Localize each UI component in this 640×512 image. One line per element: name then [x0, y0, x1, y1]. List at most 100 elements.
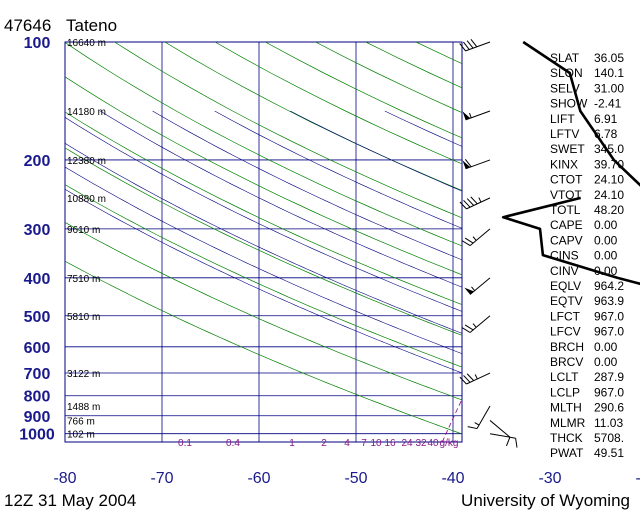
index-value: 0.00	[594, 233, 618, 247]
pressure-tick-label: 300	[24, 222, 51, 239]
dry-adiabat	[65, 111, 462, 306]
index-name: PWAT	[550, 446, 584, 460]
plot-frame	[64, 41, 463, 443]
index-value: 39.70	[594, 157, 624, 171]
height-label: 12380 m	[67, 156, 106, 167]
wind-barb-flag	[459, 201, 467, 210]
index-name: LFTV	[550, 127, 579, 141]
index-value: 140.1	[594, 66, 624, 80]
index-value: 967.0	[594, 325, 624, 339]
credit-text: University of Wyoming	[461, 491, 630, 510]
pressure-tick-label: 1000	[19, 427, 55, 444]
index-name: SHOW	[550, 97, 588, 111]
index-value: 967.0	[594, 385, 624, 399]
index-value: 967.0	[594, 309, 624, 323]
wind-barb	[459, 39, 491, 52]
mixing-ratio-label: g/kg	[440, 438, 459, 449]
index-name: VTOT	[550, 188, 582, 202]
index-name: SELV	[550, 81, 580, 95]
wind-barb-staff	[466, 372, 491, 385]
mixing-ratio-label: 1	[289, 438, 295, 449]
index-value: 24.10	[594, 173, 624, 187]
height-label: 5810 m	[67, 312, 100, 323]
wind-barb-flag	[515, 438, 518, 448]
wind-barb	[462, 110, 491, 121]
height-label: 3122 m	[67, 369, 100, 380]
index-name: BRCV	[550, 355, 583, 369]
index-name: LFCV	[550, 325, 581, 339]
wind-barb	[461, 315, 491, 333]
index-name: CINV	[550, 264, 579, 278]
mixing-ratio-label: 10	[370, 438, 382, 449]
wind-barb-flag	[463, 375, 471, 383]
observation-time: 12Z 31 May 2004	[4, 491, 136, 510]
wind-barb	[467, 405, 491, 430]
mixing-ratio-label: 24	[401, 438, 413, 449]
wind-barb-halfflag	[474, 422, 480, 426]
wind-barb-staff	[469, 315, 491, 333]
stability-index-table: SLAT 36.05 SLON 140.1 SELV 31.00 SHOW -2.41 LIFT…	[550, 51, 624, 460]
wind-barb	[464, 277, 491, 295]
mixing-ratio-line	[441, 398, 462, 442]
dry-adiabat	[65, 184, 462, 368]
index-value: 49.51	[594, 446, 624, 460]
index-name: EQLV	[550, 279, 581, 293]
temperature-tick-label: -60	[247, 470, 270, 487]
moist-adiabat	[65, 142, 462, 334]
temperature-tick-label: -20	[635, 470, 640, 487]
index-name: SLAT	[550, 51, 580, 65]
height-label: 14180 m	[67, 107, 106, 118]
temperature-tick-label: -30	[538, 470, 561, 487]
index-value: 345.0	[594, 142, 624, 156]
index-value: 36.05	[594, 51, 624, 65]
temperature-profile-line	[522, 40, 640, 187]
pressure-tick-label: 900	[24, 409, 51, 426]
wind-barb-flag	[459, 43, 466, 52]
index-value: 6.78	[594, 127, 618, 141]
wind-barb-flag	[463, 41, 470, 50]
wind-barb-halfflag	[472, 236, 477, 241]
index-value: 11.03	[594, 416, 623, 430]
wind-barb-flag	[466, 198, 475, 206]
wind-barb	[462, 159, 491, 170]
index-name: CINS	[550, 249, 579, 263]
mixing-ratio-label: 2	[321, 438, 327, 449]
moist-adiabat	[290, 110, 462, 192]
wind-barb	[459, 196, 491, 210]
wind-barb-halfflag	[474, 374, 478, 380]
moist-adiabat	[65, 117, 462, 312]
pressure-tick-label: 700	[24, 366, 51, 383]
pressure-tick-label: 100	[24, 35, 51, 52]
index-value: 0.00	[594, 264, 618, 278]
wind-barb-flag	[464, 237, 474, 244]
height-label: 102 m	[67, 430, 95, 441]
wind-barb-flag	[470, 39, 478, 48]
pressure-tick-label: 500	[24, 309, 51, 326]
index-value: 0.00	[594, 218, 618, 232]
station-name: Tateno	[66, 16, 117, 35]
wind-barb-staff	[469, 277, 491, 295]
index-name: TOTL	[550, 203, 581, 217]
height-label: 766 m	[67, 416, 95, 427]
index-value: 5708.	[594, 431, 624, 445]
wind-barb-pennant	[462, 111, 471, 120]
moist-adiabat	[100, 110, 462, 288]
pressure-tick-label: 600	[24, 340, 51, 357]
index-value: 0.00	[594, 340, 618, 354]
mixing-ratio-label: 7	[361, 438, 367, 449]
dry-adiabat	[65, 147, 462, 336]
index-value: 290.6	[594, 401, 624, 415]
index-name: CTOT	[550, 173, 583, 187]
wind-barb-staff	[469, 228, 491, 246]
wind-barb-flag	[505, 436, 511, 447]
index-name: LCLT	[550, 370, 579, 384]
height-label: 10880 m	[67, 194, 106, 205]
index-name: MLTH	[550, 401, 582, 415]
grid-lines	[65, 42, 462, 442]
dry-adiabat	[65, 76, 462, 276]
wind-barb-flag	[459, 376, 467, 385]
height-label: 7510 m	[67, 274, 100, 285]
wind-barb	[489, 433, 518, 448]
wind-barb-layer	[459, 39, 518, 448]
